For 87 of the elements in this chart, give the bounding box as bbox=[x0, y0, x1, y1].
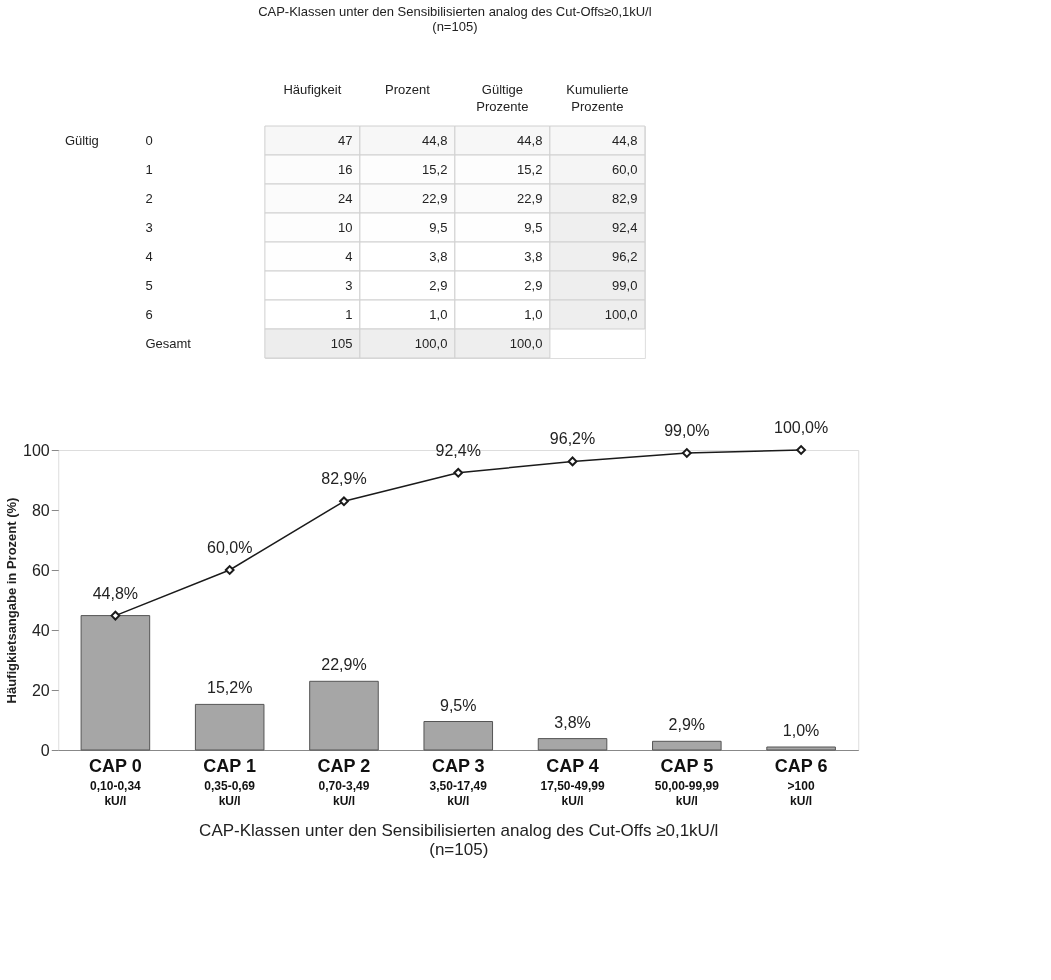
data-label: 3,8% bbox=[554, 713, 591, 731]
data-label: 22,9 bbox=[517, 190, 543, 206]
data-label: 105 bbox=[330, 335, 353, 351]
data-label: 100,0% bbox=[773, 419, 829, 436]
point bbox=[796, 445, 806, 455]
bar bbox=[194, 703, 265, 751]
data-label: 47 bbox=[337, 132, 353, 148]
data-label: 100,0 bbox=[414, 335, 448, 351]
data-label: 99,0 bbox=[612, 277, 638, 293]
point bbox=[224, 565, 235, 575]
data-label: 22,9 bbox=[422, 190, 448, 206]
data-label: 100,0 bbox=[509, 335, 543, 351]
data-label: 60,0% bbox=[206, 539, 253, 556]
bar bbox=[80, 615, 151, 751]
data-label: 2,9 bbox=[524, 277, 543, 293]
data-label: 1,0 bbox=[524, 306, 543, 322]
data-label: 10 bbox=[337, 219, 353, 235]
y-tick-label: 40 bbox=[31, 621, 50, 639]
data-label: 15,2% bbox=[206, 679, 253, 697]
x-tick-label: Prozent bbox=[384, 82, 431, 97]
category-label: CAP 2 0,70-3,49 kU/l bbox=[317, 756, 371, 808]
data-label: 2,9 bbox=[429, 277, 448, 293]
data-label: 44,8% bbox=[92, 584, 139, 602]
y-tick-label: 100 bbox=[23, 441, 50, 459]
category-label: CAP 1 0,35-0,69 kU/l bbox=[203, 756, 257, 808]
data-label: 9,5 bbox=[429, 219, 448, 235]
data-label: 3 bbox=[345, 277, 353, 293]
data-label: 1,0 bbox=[429, 306, 448, 322]
data-label: 100,0 bbox=[604, 306, 638, 322]
y-tick-label: 0 bbox=[40, 741, 50, 759]
data-label: 22,9% bbox=[321, 656, 367, 674]
bar bbox=[423, 721, 494, 751]
x-axis-title: CAP-Klassen unter den Sensibilisierten analog des Cut-Offs ≥0,1kU/l (n=105) bbox=[199, 820, 719, 859]
y-tick-label: 0 bbox=[145, 132, 153, 148]
data-label: 82,9 bbox=[612, 190, 638, 206]
data-label: 16 bbox=[337, 161, 353, 177]
y-tick-label: 4 bbox=[145, 248, 153, 264]
y-tick-label: 1 bbox=[145, 161, 153, 177]
data-label: 60,0 bbox=[612, 161, 638, 177]
bar bbox=[537, 738, 608, 751]
category-label: CAP 0 0,10-0,34 kU/l bbox=[89, 756, 142, 808]
x-tick-label: Kumulierte Prozente bbox=[566, 82, 629, 114]
y-tick-label: 80 bbox=[31, 501, 50, 519]
point bbox=[110, 610, 121, 621]
data-label: 2,9% bbox=[668, 716, 706, 734]
y-tick-label: 60 bbox=[31, 561, 50, 579]
text: Gültig bbox=[64, 132, 99, 148]
y-tick-label: 2 bbox=[145, 190, 153, 206]
data-label: 4 bbox=[345, 248, 353, 264]
data-label: 3,8 bbox=[524, 248, 543, 264]
data-label: 15,2 bbox=[422, 161, 448, 177]
data-label: 44,8 bbox=[422, 132, 448, 148]
y-tick-label: 20 bbox=[31, 681, 50, 699]
y-tick-label: 6 bbox=[145, 306, 153, 322]
point bbox=[681, 448, 692, 458]
y-tick-label: 5 bbox=[145, 277, 153, 293]
data-label: 3,8 bbox=[429, 248, 448, 264]
category-label: CAP 3 3,50-17,49 kU/l bbox=[429, 756, 487, 808]
data-label: 1,0% bbox=[782, 722, 820, 739]
data-label: 92,4 bbox=[612, 219, 638, 235]
bar bbox=[766, 746, 836, 751]
data-label: 44,8 bbox=[517, 132, 543, 148]
data-label: 24 bbox=[337, 190, 353, 206]
data-label: 9,5% bbox=[440, 696, 477, 714]
y-axis-title: Häufigkietsangabe in Prozent (%) bbox=[4, 497, 20, 704]
chart-title: CAP-Klassen unter den Sensibilisierten analog des Cut-Offs≥0,1kU/l (n=105) bbox=[258, 4, 652, 34]
category-label: CAP 6 >100 kU/l bbox=[774, 756, 828, 808]
data-label: 96,2 bbox=[612, 248, 638, 264]
bar bbox=[652, 740, 722, 751]
data-label: 92,4% bbox=[435, 441, 481, 459]
x-tick-label: Gültige Prozente bbox=[476, 82, 529, 114]
y-tick-label: 3 bbox=[145, 219, 153, 235]
y-tick-label: Gesamt bbox=[145, 335, 192, 351]
x-tick-label: Häufigkeit bbox=[283, 82, 342, 97]
data-label: 82,9% bbox=[321, 470, 367, 488]
data-label: 1 bbox=[345, 306, 353, 322]
point bbox=[339, 496, 349, 507]
bar bbox=[309, 680, 379, 751]
point bbox=[453, 467, 464, 478]
category-label: CAP 5 50,00-99,99 kU/l bbox=[654, 756, 719, 808]
point bbox=[567, 456, 578, 467]
data-label: 9,5 bbox=[524, 219, 543, 235]
data-label: 44,8 bbox=[612, 132, 638, 148]
data-label: 96,2% bbox=[549, 430, 596, 448]
data-label: 99,0% bbox=[664, 422, 710, 439]
data-label: 15,2 bbox=[517, 161, 543, 177]
category-label: CAP 4 17,50-49,99 kU/l bbox=[540, 756, 605, 808]
